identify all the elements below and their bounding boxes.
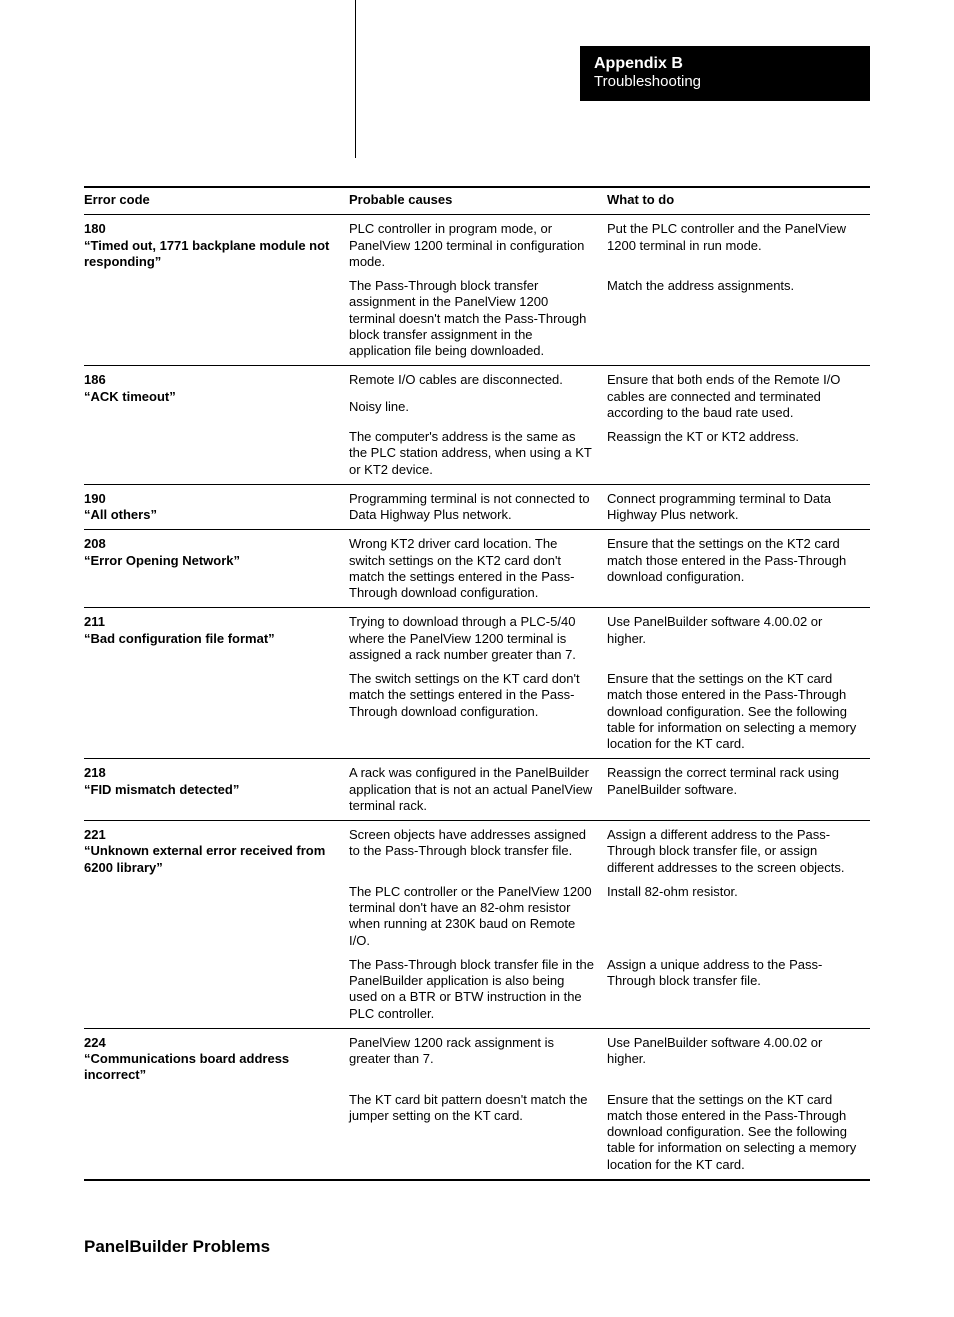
table-row: 180 “Timed out, 1771 backplane module not… <box>84 215 870 276</box>
error-code-number: 218 <box>84 765 106 780</box>
table-row: The PLC controller or the PanelView 1200… <box>84 882 870 955</box>
cell-error-code <box>84 882 349 955</box>
cell-what-to-do: Reassign the KT or KT2 address. <box>607 427 870 484</box>
cell-what-to-do: Use PanelBuilder software 4.00.02 or hig… <box>607 1028 870 1089</box>
cell-probable-cause-extra: Noisy line. <box>349 399 595 415</box>
page: Appendix B Troubleshooting Error code Pr… <box>0 0 954 1317</box>
cell-error-code <box>84 276 349 366</box>
cell-probable-cause: PLC controller in program mode, or Panel… <box>349 215 607 276</box>
appendix-title: Appendix B <box>594 54 856 73</box>
cell-error-code <box>84 427 349 484</box>
cell-error-code: 208 “Error Opening Network” <box>84 530 349 608</box>
error-code-message: “Communications board address incorrect” <box>84 1051 289 1082</box>
table-header-row: Error code Probable causes What to do <box>84 187 870 215</box>
cell-what-to-do: Ensure that both ends of the Remote I/O … <box>607 366 870 427</box>
error-code-message: “FID mismatch detected” <box>84 782 239 797</box>
table-row: 221“Unknown external error received from… <box>84 821 870 882</box>
cell-probable-cause: The switch settings on the KT card don't… <box>349 669 607 759</box>
cell-probable-cause: The Pass-Through block transfer file in … <box>349 955 607 1029</box>
error-code-number: 211 <box>84 614 105 629</box>
cell-probable-cause: PanelView 1200 rack assignment is greate… <box>349 1028 607 1089</box>
table-row: 211 “Bad configuration file format” Trying… <box>84 608 870 669</box>
cell-what-to-do: Reassign the correct terminal rack using… <box>607 759 870 821</box>
appendix-header: Appendix B Troubleshooting <box>580 46 870 101</box>
cell-what-to-do: Ensure that the settings on the KT card … <box>607 669 870 759</box>
cell-probable-cause: Wrong KT2 driver card location. The swit… <box>349 530 607 608</box>
table-row: The computer's address is the same as th… <box>84 427 870 484</box>
error-code-number: 190 <box>84 491 106 506</box>
error-code-message: “All others” <box>84 507 157 522</box>
cell-error-code: 180 “Timed out, 1771 backplane module not… <box>84 215 349 276</box>
cell-what-to-do: Connect programming terminal to Data Hig… <box>607 484 870 530</box>
table-row: 190“All others”Programming terminal is n… <box>84 484 870 530</box>
appendix-subtitle: Troubleshooting <box>594 73 856 91</box>
section-heading: PanelBuilder Problems <box>84 1237 870 1257</box>
table-row: 218 “FID mismatch detected” A rack was con… <box>84 759 870 821</box>
cell-what-to-do: Match the address assignments. <box>607 276 870 366</box>
cell-probable-cause: A rack was configured in the PanelBuilde… <box>349 759 607 821</box>
cell-probable-cause: The PLC controller or the PanelView 1200… <box>349 882 607 955</box>
cell-probable-cause: Screen objects have addresses assigned t… <box>349 821 607 882</box>
error-code-message: “Error Opening Network” <box>84 553 240 568</box>
cell-error-code: 186 “ACK timeout” <box>84 366 349 427</box>
cell-error-code: 224“Communications board address incorre… <box>84 1028 349 1089</box>
table-row: The switch settings on the KT card don't… <box>84 669 870 759</box>
cell-error-code: 221“Unknown external error received from… <box>84 821 349 882</box>
cell-probable-cause: Trying to download through a PLC-5/40 wh… <box>349 608 607 669</box>
error-code-message: “Timed out, 1771 backplane module not re… <box>84 238 329 269</box>
cell-what-to-do: Put the PLC controller and the PanelView… <box>607 215 870 276</box>
cell-what-to-do: Use PanelBuilder software 4.00.02 or hig… <box>607 608 870 669</box>
cell-error-code: 211 “Bad configuration file format” <box>84 608 349 669</box>
error-code-number: 221 <box>84 827 106 842</box>
table-row: 186 “ACK timeout” Remote I/O cables are di… <box>84 366 870 427</box>
cell-error-code: 218 “FID mismatch detected” <box>84 759 349 821</box>
cell-probable-cause: The KT card bit pattern doesn't match th… <box>349 1090 607 1180</box>
error-code-number: 180 <box>84 221 106 236</box>
error-code-message: “Bad configuration file format” <box>84 631 275 646</box>
cell-what-to-do: Ensure that the settings on the KT2 card… <box>607 530 870 608</box>
cell-what-to-do: Assign a unique address to the Pass-Thro… <box>607 955 870 1029</box>
col-what-to-do: What to do <box>607 187 870 215</box>
vertical-rule <box>355 0 356 158</box>
table-row: The Pass-Through block transfer assignme… <box>84 276 870 366</box>
cell-what-to-do: Ensure that the settings on the KT card … <box>607 1090 870 1180</box>
error-code-number: 208 <box>84 536 106 551</box>
table-row: The KT card bit pattern doesn't match th… <box>84 1090 870 1180</box>
error-code-number: 224 <box>84 1035 106 1050</box>
cell-probable-cause: The computer's address is the same as th… <box>349 427 607 484</box>
troubleshooting-table: Error code Probable causes What to do 18… <box>84 186 870 1181</box>
table-row: 224“Communications board address incorre… <box>84 1028 870 1089</box>
error-code-number: 186 <box>84 372 106 387</box>
cell-probable-cause: Programming terminal is not connected to… <box>349 484 607 530</box>
col-probable-causes: Probable causes <box>349 187 607 215</box>
cell-error-code <box>84 1090 349 1180</box>
cell-error-code: 190“All others” <box>84 484 349 530</box>
cell-error-code <box>84 669 349 759</box>
cell-error-code <box>84 955 349 1029</box>
error-code-message: “ACK timeout” <box>84 389 176 404</box>
col-error-code: Error code <box>84 187 349 215</box>
cell-what-to-do: Install 82-ohm resistor. <box>607 882 870 955</box>
table-body: 180 “Timed out, 1771 backplane module not… <box>84 215 870 1180</box>
table-row: The Pass-Through block transfer file in … <box>84 955 870 1029</box>
cell-what-to-do: Assign a different address to the Pass-T… <box>607 821 870 882</box>
table-row: 208 “Error Opening Network” Wrong KT2 driv… <box>84 530 870 608</box>
error-code-message: “Unknown external error received from 62… <box>84 843 325 874</box>
cell-probable-cause: The Pass-Through block transfer assignme… <box>349 276 607 366</box>
cell-probable-cause: Remote I/O cables are disconnected.Noisy… <box>349 366 607 427</box>
